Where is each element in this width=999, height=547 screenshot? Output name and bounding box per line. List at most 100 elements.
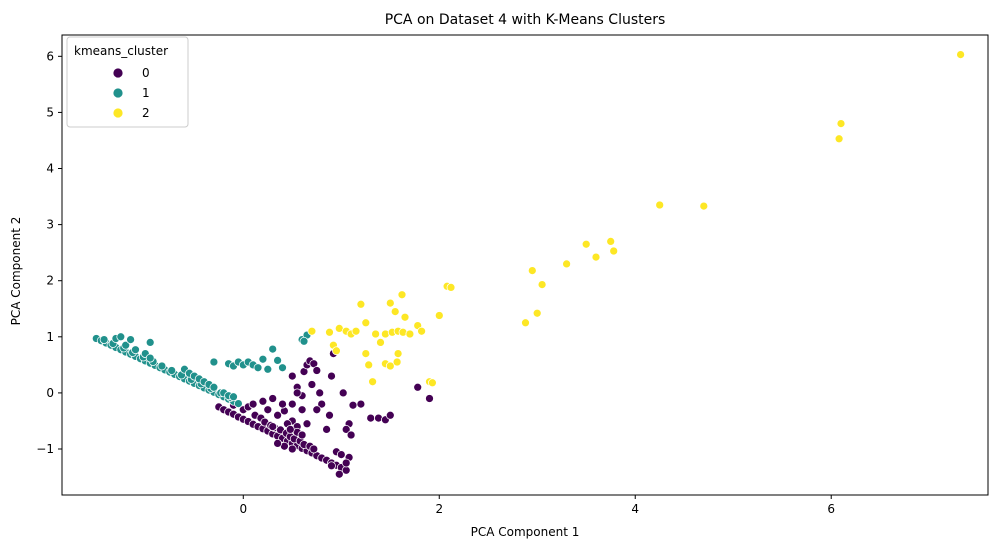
data-point <box>167 366 177 375</box>
legend-marker <box>112 87 124 99</box>
legend-label: 0 <box>142 66 150 80</box>
data-point <box>268 344 278 354</box>
data-point <box>836 119 846 128</box>
y-tick-label: 6 <box>46 49 54 63</box>
data-point <box>609 246 619 256</box>
data-point <box>302 419 312 429</box>
series-2 <box>307 50 965 388</box>
data-point <box>341 425 351 434</box>
legend-title: kmeans_cluster <box>74 44 168 58</box>
y-tick-label: 3 <box>46 218 54 232</box>
plot-frame <box>61 34 989 496</box>
legend-label: 2 <box>142 106 150 120</box>
legend: kmeans_cluster 0 1 2 <box>66 36 189 128</box>
data-point <box>121 340 131 350</box>
data-point <box>145 338 155 347</box>
data-point <box>287 444 297 454</box>
data-point <box>258 396 268 406</box>
data-point <box>405 329 415 339</box>
data-point <box>699 201 709 211</box>
data-point <box>299 336 309 346</box>
data-point <box>278 399 287 409</box>
data-point <box>606 237 616 246</box>
x-tick-label: 4 <box>631 502 639 516</box>
y-axis-label: PCA Component 2 <box>9 217 23 326</box>
x-tick-label: 2 <box>435 502 443 516</box>
data-point <box>434 311 444 320</box>
data-point <box>248 399 258 409</box>
data-point <box>234 399 243 408</box>
data-point <box>834 134 844 144</box>
data-point <box>341 458 351 468</box>
data-point <box>385 361 395 371</box>
data-point <box>364 360 374 370</box>
legend-marker <box>112 67 124 79</box>
data-point <box>297 405 307 415</box>
series-0 <box>214 349 434 479</box>
data-point <box>157 361 167 371</box>
data-point <box>366 413 376 423</box>
data-point <box>317 399 327 409</box>
data-point <box>348 400 358 410</box>
data-point <box>209 382 219 392</box>
data-point <box>131 345 140 355</box>
data-point <box>278 363 287 373</box>
legend-marker <box>112 107 124 119</box>
data-point <box>413 382 423 392</box>
data-point <box>425 394 434 403</box>
data-point <box>327 461 336 471</box>
data-point <box>591 252 601 262</box>
data-point <box>285 425 295 434</box>
y-tick-label: 2 <box>46 274 54 288</box>
data-point <box>392 357 402 367</box>
data-point <box>393 349 403 358</box>
data-point <box>325 410 334 420</box>
data-point <box>581 239 591 249</box>
data-point <box>417 326 426 336</box>
data-point <box>116 332 126 342</box>
data-point <box>273 410 282 420</box>
data-point <box>356 299 366 309</box>
data-point <box>376 338 385 347</box>
data-point <box>390 307 400 316</box>
data-point <box>346 430 356 440</box>
data-point <box>385 298 395 308</box>
data-point <box>126 335 135 344</box>
data-point <box>371 329 380 339</box>
data-point <box>956 50 965 59</box>
plot-area <box>91 50 965 479</box>
y-tick-label: 4 <box>46 162 54 176</box>
data-point <box>307 326 317 336</box>
data-point <box>263 364 273 374</box>
data-point <box>446 283 456 292</box>
legend-box <box>66 36 189 128</box>
data-point <box>400 312 410 322</box>
y-tick-label: −1 <box>36 442 54 456</box>
x-axis: 0 2 4 6 <box>239 495 835 516</box>
x-axis-label: PCA Component 1 <box>471 525 580 539</box>
data-point <box>315 388 325 398</box>
data-point <box>273 439 282 448</box>
y-axis: −1 0 1 2 3 4 5 6 <box>36 49 62 456</box>
data-point <box>532 308 542 318</box>
legend-items: 0 1 2 <box>112 66 150 120</box>
data-point <box>428 378 437 388</box>
data-point <box>562 259 571 269</box>
data-point <box>287 399 297 409</box>
y-tick-label: 5 <box>46 105 54 119</box>
data-point <box>209 357 219 367</box>
data-point <box>521 318 530 328</box>
chart-title: PCA on Dataset 4 with K-Means Clusters <box>385 12 666 28</box>
data-point <box>273 356 282 365</box>
data-point <box>327 371 336 381</box>
legend-label: 1 <box>142 86 150 100</box>
data-point <box>351 326 361 336</box>
data-point <box>312 366 322 375</box>
data-point <box>368 377 377 387</box>
data-point <box>309 444 319 454</box>
data-point <box>99 335 109 344</box>
data-point <box>229 392 238 402</box>
data-point <box>655 200 665 210</box>
data-point <box>527 266 537 275</box>
